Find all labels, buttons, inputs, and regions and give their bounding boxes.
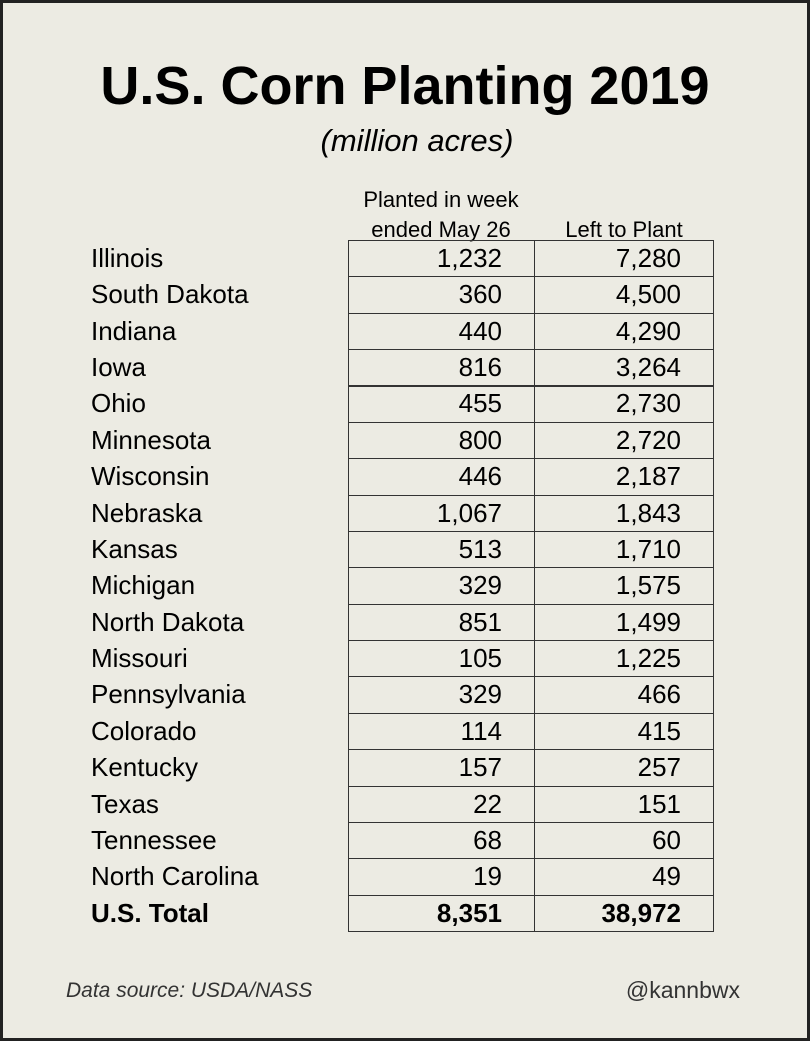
table-cell	[534, 858, 714, 896]
table-cell	[348, 349, 535, 387]
left-to-plant-value: 7,280	[615, 243, 681, 273]
left-to-plant-value: 151	[637, 788, 681, 819]
table-cell	[348, 858, 535, 896]
left-to-plant-value: 2,720	[615, 424, 681, 455]
planted-value: 800	[458, 424, 502, 455]
table-cell	[534, 749, 714, 787]
left-to-plant-value: 1,710	[615, 533, 681, 564]
row-label: Texas	[91, 788, 159, 819]
planted-value: 513	[458, 533, 502, 564]
left-to-plant-value: 2,730	[615, 388, 681, 419]
planted-value: 446	[458, 461, 502, 492]
row-label: U.S. Total	[91, 897, 209, 928]
left-to-plant-value: 415	[637, 715, 681, 746]
planted-value: 816	[458, 352, 502, 383]
row-label: North Carolina	[91, 861, 259, 892]
column-header: Planted in week ended May 26	[363, 187, 519, 242]
row-label: Kentucky	[91, 752, 198, 783]
table-cell	[348, 749, 535, 787]
left-to-plant-value: 3,264	[615, 352, 681, 383]
table-cell	[534, 676, 714, 714]
table-cell	[348, 385, 535, 423]
row-label: Wisconsin	[91, 461, 210, 492]
planted-value: 114	[460, 715, 502, 746]
table-cell	[534, 712, 714, 751]
table-cell	[534, 894, 714, 933]
planted-value: 1,232	[436, 243, 502, 273]
subtitle: (million acres)	[320, 123, 514, 158]
planted-value: 360	[458, 279, 502, 310]
planted-value: 68	[473, 824, 502, 855]
row-label: Iowa	[91, 352, 146, 383]
handle: @kannbwx	[625, 977, 740, 1003]
left-to-plant-value: 2,187	[615, 461, 681, 492]
table-cell	[348, 712, 535, 751]
left-to-plant-value: 4,290	[615, 315, 681, 346]
planted-value: 329	[458, 679, 502, 710]
left-to-plant-value: 1,499	[615, 606, 681, 637]
table-cell	[348, 785, 535, 823]
table-cell	[534, 821, 714, 860]
source-note: Data source: USDA/NASS	[66, 979, 313, 1002]
planted-value: 22	[473, 788, 502, 819]
table-cell	[348, 567, 535, 605]
row-label: Kansas	[91, 533, 178, 564]
planted-value: 19	[473, 861, 502, 892]
title: U.S. Corn Planting 2019	[100, 56, 710, 116]
table-cell	[348, 676, 535, 714]
row-label: Indiana	[91, 315, 177, 346]
planted-value: 329	[458, 570, 502, 601]
row-label: South Dakota	[91, 279, 249, 310]
table-cell	[534, 785, 714, 823]
planted-value: 105	[458, 643, 502, 674]
table-cell	[348, 821, 535, 860]
table-cell	[348, 640, 535, 678]
row-label: Michigan	[91, 570, 196, 601]
row-label: Missouri	[91, 643, 188, 674]
table-cell	[348, 603, 535, 642]
table-cell	[348, 530, 535, 569]
left-to-plant-value: 1,843	[615, 497, 681, 528]
left-to-plant-value: 1,575	[615, 570, 681, 601]
row-label: North Dakota	[91, 606, 245, 637]
row-label: Nebraska	[91, 497, 203, 528]
left-to-plant-value: 466	[637, 679, 681, 710]
row-label: Ohio	[91, 388, 146, 419]
table-cell	[348, 421, 535, 460]
left-to-plant-value: 60	[652, 824, 681, 855]
planted-value: 8,351	[436, 897, 502, 928]
planted-value: 157	[458, 752, 502, 783]
planted-value: 440	[458, 315, 502, 346]
left-to-plant-value: 1,225	[615, 643, 681, 674]
left-to-plant-value: 49	[652, 861, 681, 892]
row-label: Tennessee	[91, 824, 217, 855]
row-label: Pennsylvania	[91, 679, 246, 710]
row-label: Colorado	[91, 715, 197, 746]
left-to-plant-value: 38,972	[601, 897, 681, 928]
table-cell	[348, 458, 535, 496]
planted-value: 1,067	[436, 497, 502, 528]
left-to-plant-value: 257	[637, 752, 681, 783]
left-to-plant-value: 4,500	[615, 279, 681, 310]
planted-value: 851	[458, 606, 502, 637]
planted-value: 455	[458, 388, 502, 419]
row-label: Minnesota	[91, 424, 211, 455]
column-header: Left to Plant	[565, 217, 683, 242]
table-cell	[348, 276, 535, 314]
table-cell	[348, 312, 535, 351]
row-label: Illinois	[91, 243, 164, 273]
